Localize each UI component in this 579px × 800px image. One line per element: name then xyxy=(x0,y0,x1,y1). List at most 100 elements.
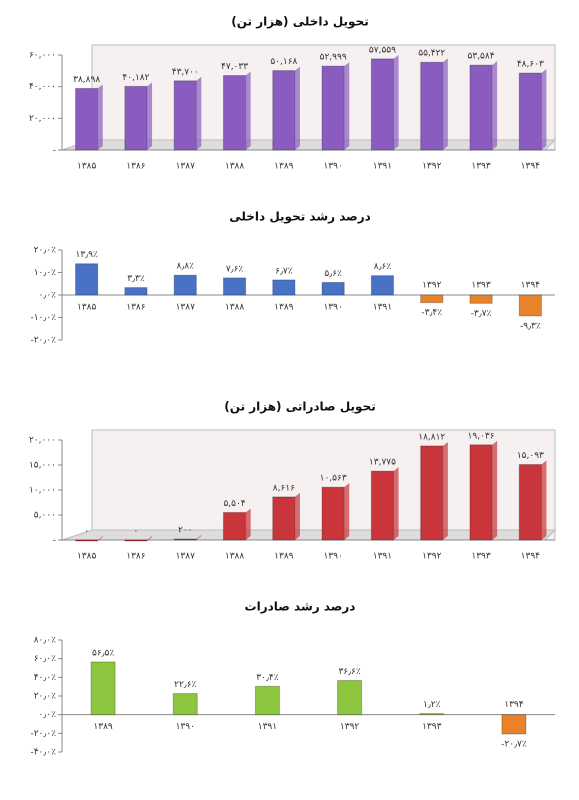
value-label: -۲۰٫۷٪ xyxy=(501,739,527,749)
bar-side xyxy=(196,535,202,540)
chart-title: تحویل داخلی (هزار تن) xyxy=(231,15,368,30)
value-label: ۵,۵۰۴ xyxy=(223,499,245,509)
bar-side xyxy=(245,508,251,540)
bar xyxy=(254,685,280,716)
bar-side xyxy=(393,54,399,151)
bar xyxy=(419,713,445,716)
x-tick-label: ۱۳۸۵ xyxy=(77,162,97,172)
value-label: ۴۳,۷۰۰ xyxy=(172,67,199,77)
x-tick-label: ۱۳۸۶ xyxy=(126,303,146,313)
chart-title: درصد رشد تحویل داخلی xyxy=(229,210,371,225)
value-label: ۳۸,۸۹۸ xyxy=(73,75,100,85)
bar-side xyxy=(294,66,300,150)
y-tick-label: ۴۰٫۰٪ xyxy=(34,673,56,683)
y-tick-label: ۵,۰۰۰ xyxy=(34,511,56,521)
bar-side xyxy=(442,441,448,540)
bar xyxy=(75,87,99,151)
value-label: ۸٫۸٪ xyxy=(177,262,195,272)
value-label: -۹٫۳٪ xyxy=(520,321,541,331)
bar-side xyxy=(147,82,153,150)
value-label: ۵٫۶٪ xyxy=(324,269,342,279)
bar xyxy=(272,70,296,151)
value-label: ۵۶٫۵٪ xyxy=(92,648,114,658)
x-tick-label: ۱۳۹۲ xyxy=(340,722,360,732)
x-tick-label: ۱۳۹۲ xyxy=(422,281,442,291)
value-label: ۵۲,۹۹۹ xyxy=(320,53,347,63)
x-tick-label: ۱۳۹۲ xyxy=(422,552,442,562)
y-tick-label: -۴۰٫۰٪ xyxy=(30,748,56,758)
y-tick-label: -۲۰٫۰٪ xyxy=(30,729,56,739)
bar-side xyxy=(245,71,251,150)
bar xyxy=(420,294,444,304)
bar xyxy=(321,65,345,151)
x-tick-label: ۱۳۹۱ xyxy=(373,552,392,562)
bar xyxy=(222,75,247,151)
x-tick-label: ۱۳۹۳ xyxy=(471,281,491,291)
value-label: ۳۰٫۴٪ xyxy=(256,673,278,683)
x-tick-label: ۱۳۹۰ xyxy=(323,162,342,172)
chart-title: درصد رشد صادرات xyxy=(245,600,356,614)
x-tick-label: ۱۳۸۷ xyxy=(176,162,196,172)
x-tick-label: ۱۳۸۵ xyxy=(77,303,97,313)
value-label: ۵۳,۵۸۴ xyxy=(468,52,495,62)
bar xyxy=(469,444,493,541)
y-tick-label: ۶۰,۰۰۰ xyxy=(29,51,56,61)
bar-side xyxy=(147,536,153,541)
y-tick-label: - xyxy=(53,146,56,156)
value-label: ۵۵,۴۲۲ xyxy=(418,49,445,59)
y-tick-label: ۲۰٫۰٪ xyxy=(34,246,56,256)
y-tick-label: ۶۰٫۰٪ xyxy=(34,654,56,664)
bar-side xyxy=(344,62,350,150)
y-tick-label: ۲۰,۰۰۰ xyxy=(29,436,56,446)
bar xyxy=(370,470,395,541)
y-tick-label: - xyxy=(53,536,56,546)
x-tick-label: ۱۳۹۰ xyxy=(323,552,342,562)
value-label: ۲۲٫۶٪ xyxy=(174,680,196,690)
bar xyxy=(370,275,395,296)
x-tick-label: ۱۳۹۰ xyxy=(176,722,195,732)
value-label: ۸,۶۱۶ xyxy=(273,483,295,493)
value-label: -۳٫۷٪ xyxy=(471,309,492,319)
x-tick-label: ۱۳۸۹ xyxy=(274,162,294,172)
value-label: ۲۰۰ xyxy=(178,526,193,536)
value-label: ۴۷,۰۳۳ xyxy=(221,62,248,72)
bar xyxy=(272,279,296,296)
bar xyxy=(75,263,99,296)
bar xyxy=(173,274,197,296)
x-tick-label: ۱۳۸۹ xyxy=(274,303,294,313)
y-tick-label: -۱۰٫۰٪ xyxy=(30,313,56,323)
y-tick-label: -۲۰٫۰٪ xyxy=(30,336,56,346)
x-tick-label: ۱۳۸۵ xyxy=(77,552,97,562)
value-label: ۸٫۶٪ xyxy=(374,262,392,272)
bar-side xyxy=(442,58,448,150)
y-tick-label: ۱۰,۰۰۰ xyxy=(29,486,56,496)
x-tick-label: ۱۳۸۹ xyxy=(93,722,113,732)
bar-side xyxy=(294,492,300,540)
bar-side xyxy=(541,460,547,540)
value-label: ۳۶٫۶٪ xyxy=(338,667,360,677)
bar-side xyxy=(196,76,202,150)
y-tick-label: ۱۰٫۰٪ xyxy=(34,268,56,278)
bar xyxy=(124,539,148,542)
bar xyxy=(518,72,542,151)
x-tick-label: ۱۳۸۹ xyxy=(274,552,294,562)
x-tick-label: ۱۳۹۴ xyxy=(521,281,541,291)
value-label: ۱۸,۸۱۲ xyxy=(418,432,445,442)
y-tick-label: ۲۰٫۰٪ xyxy=(34,692,56,702)
y-tick-label: ۱۵,۰۰۰ xyxy=(29,461,56,471)
x-tick-label: ۱۳۹۴ xyxy=(504,700,524,710)
value-label: ۱۳٫۹٪ xyxy=(76,250,98,260)
x-tick-label: ۱۳۸۸ xyxy=(225,552,245,562)
bar xyxy=(501,714,527,735)
bar xyxy=(420,445,444,541)
value-label: ۵۷,۵۵۹ xyxy=(369,45,396,55)
y-tick-label: ۰٫۰٪ xyxy=(39,710,57,720)
value-label: ۱۹,۰۳۶ xyxy=(468,431,495,441)
y-tick-label: ۰٫۰٪ xyxy=(39,291,57,301)
value-label: ۱۳,۷۷۵ xyxy=(369,458,396,468)
value-label: ۴۸,۶۰۳ xyxy=(517,60,544,70)
x-tick-label: ۱۳۸۶ xyxy=(126,162,146,172)
x-tick-label: ۱۳۹۱ xyxy=(258,722,277,732)
x-tick-label: ۱۳۹۴ xyxy=(521,552,541,562)
